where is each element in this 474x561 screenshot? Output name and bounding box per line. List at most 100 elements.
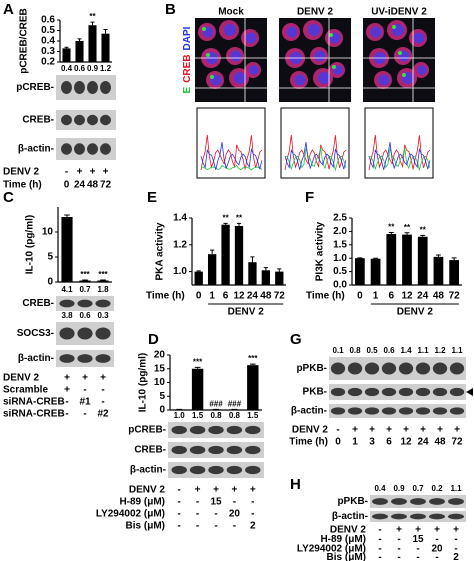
x-axis-label: Time (h) (146, 291, 185, 302)
blot-band (189, 465, 206, 475)
row-cell: 20 (431, 544, 443, 555)
y-tick-label: 0 (47, 277, 53, 288)
ratio-label: 0.6 (383, 346, 395, 355)
blot-band (364, 407, 380, 415)
panel-letter: B (165, 1, 176, 18)
row-cell: 48 (87, 180, 99, 191)
row-cell: + (403, 425, 409, 436)
blot-band (448, 513, 464, 520)
row-cell: - (251, 497, 254, 508)
blot-band (381, 362, 397, 375)
row-cell: + (100, 373, 106, 384)
band-label: β-actin- (130, 465, 166, 476)
row-cell: 0 (335, 437, 341, 448)
y-tick-label: 1.0 (333, 253, 347, 264)
ratio-label: 0.4 (61, 64, 73, 73)
bar (275, 271, 284, 285)
ratio-label: 0.8 (210, 411, 222, 420)
blot-band (449, 362, 465, 375)
row-cell: - (378, 544, 381, 555)
ratio-label: 1.8 (97, 285, 109, 294)
row-cell: - (196, 497, 199, 508)
virus-signal (398, 51, 402, 55)
y-tick-label: 0.2 (41, 57, 55, 68)
ratio-label: 0.1 (332, 346, 344, 355)
y-tick-label: 2.5 (333, 213, 347, 224)
bar (234, 226, 244, 285)
bar (88, 25, 97, 62)
row-cell: + (213, 485, 219, 496)
blot-background (329, 384, 466, 400)
blot-band (77, 299, 93, 308)
error-bar (77, 38, 82, 41)
ratio-label: 1.2 (100, 64, 112, 73)
ratio-label: 1.1 (451, 346, 463, 355)
stain-label: E (182, 86, 193, 93)
row-cell: + (369, 425, 375, 436)
blot-band (77, 327, 93, 340)
y-tick-label: 0.5 (333, 266, 347, 277)
bar (433, 256, 444, 285)
x-tick-label: 6 (389, 291, 395, 302)
row-cell: - (65, 397, 68, 408)
y-tick-label: 0.5 (41, 25, 55, 36)
blot-band (391, 498, 407, 505)
row-cell: 1 (352, 437, 358, 448)
bar (417, 236, 428, 285)
crosshair (195, 18, 267, 102)
ratio-label: 0.4 (374, 484, 386, 493)
panel-letter: F (305, 189, 314, 206)
blot-band (61, 143, 72, 155)
x-tick-label: 72 (274, 291, 286, 302)
annotation: *** (80, 270, 90, 279)
blot-background (329, 404, 466, 418)
blot-band (226, 425, 243, 435)
row-cell: - (251, 509, 254, 520)
bar (207, 254, 217, 285)
row-cell: - (178, 509, 181, 520)
ratio-label: 1.5 (192, 411, 204, 420)
error-bar (103, 28, 108, 34)
row-label: LY294002 (μM) (297, 544, 366, 555)
x-tick-label: 72 (449, 291, 461, 302)
y-tick-label: 1.0 (173, 266, 187, 277)
row-label: DENV 2 (3, 167, 40, 178)
blot-band (330, 407, 346, 415)
ratio-label: 0.8 (229, 411, 241, 420)
blot-band (74, 143, 85, 155)
nucleus (234, 72, 246, 84)
row-cell: + (386, 425, 392, 436)
row-cell: + (90, 167, 96, 178)
blot-band (398, 387, 414, 397)
blot-band (171, 465, 187, 475)
intensity-trace (368, 147, 431, 172)
row-cell: - (178, 485, 181, 496)
y-tick-label: 5 (159, 391, 165, 402)
blot-band (171, 425, 187, 435)
band-label: pPKB- (337, 496, 368, 507)
error-bar (194, 366, 201, 369)
error-bar (373, 257, 379, 259)
row-cell: + (434, 525, 440, 536)
blot-band (77, 354, 93, 363)
blot-band (429, 498, 445, 505)
stain-label: DAPI (182, 26, 193, 50)
row-cell: - (65, 409, 68, 420)
row-cell: 24 (417, 437, 429, 448)
row-cell: - (196, 521, 199, 532)
bar (221, 224, 230, 285)
blot-band (61, 114, 72, 126)
error-bar (210, 249, 215, 255)
blot-band (59, 299, 75, 308)
blot-band (347, 387, 363, 397)
annotation: ** (89, 12, 96, 21)
y-tick-label: 1.5 (333, 239, 347, 250)
error-bar (263, 267, 268, 271)
row-label: Time (h) (3, 180, 42, 191)
row-label: Bis (μM) (126, 521, 165, 532)
row-cell: - (378, 552, 381, 561)
blot-band (364, 387, 380, 397)
ratio-label: 1.0 (174, 411, 186, 420)
ratio-label: 0.2 (431, 484, 443, 493)
